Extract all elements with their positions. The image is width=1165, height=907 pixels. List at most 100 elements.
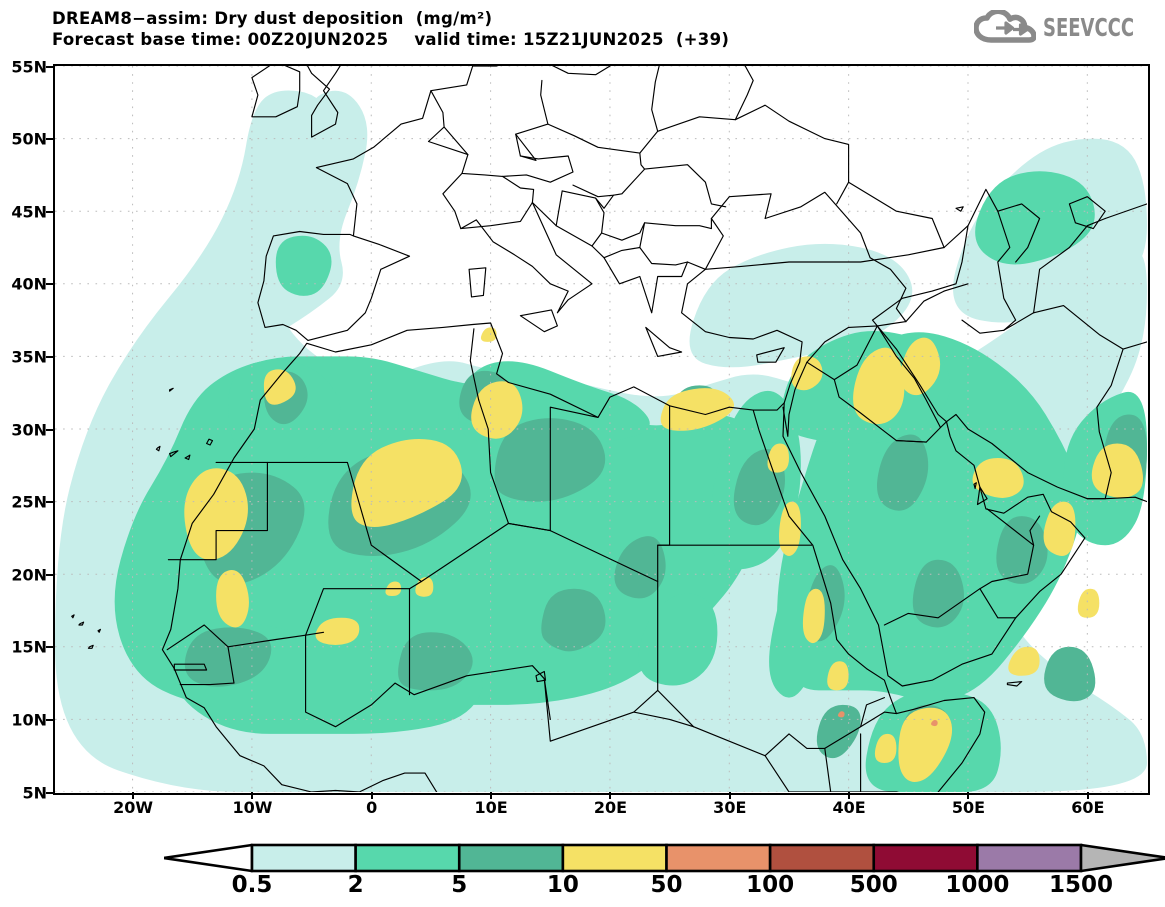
x-tick-mark [370, 792, 373, 799]
x-tick-mark [728, 792, 731, 799]
coastline [986, 508, 1035, 546]
colorbar-tick-label: 500 [849, 872, 898, 898]
colorbar-tick-label: 2 [347, 872, 364, 898]
country-outline [169, 450, 179, 458]
coastline [478, 399, 510, 524]
y-tick-label: 35N [11, 347, 47, 367]
dust-contour-region [263, 369, 296, 405]
coastline [806, 325, 878, 363]
y-tick-label: 45N [11, 202, 47, 222]
y-tick-mark [46, 283, 54, 286]
country-outline [169, 387, 174, 392]
dust-contour-region [1008, 646, 1040, 676]
country-outline [78, 621, 85, 626]
dust-contour-region [900, 337, 941, 396]
y-tick-mark [46, 501, 54, 504]
x-tick-mark [132, 792, 135, 799]
coastline [469, 328, 480, 401]
dust-contour-region [996, 516, 1048, 584]
y-tick-mark [46, 355, 54, 358]
country-outline [468, 267, 487, 298]
coastline [633, 711, 695, 728]
y-tick-mark [46, 718, 54, 721]
coastline [561, 190, 615, 209]
y-tick-label: 20N [11, 565, 47, 585]
x-tick-mark [251, 792, 254, 799]
dust-contour-region [972, 458, 1024, 498]
coastline [734, 66, 754, 121]
country-outline [306, 66, 341, 138]
x-tick-label: 20W [113, 798, 154, 817]
cloud-arrow-icon [974, 10, 1037, 43]
coastline [943, 225, 969, 249]
coastline [501, 175, 535, 204]
colorbar-swatches [164, 843, 1165, 873]
dust-deposition-map [55, 66, 1147, 792]
colorbar-band [457, 843, 565, 873]
colorbar-band [976, 843, 1083, 873]
coastline [427, 126, 469, 156]
dust-contour-region [874, 733, 897, 763]
coastline [311, 772, 438, 792]
dust-contour-region [232, 90, 368, 342]
y-tick-label: 25N [11, 492, 47, 512]
colorbar-band [250, 843, 357, 873]
colorbar-band [561, 843, 668, 873]
forecast-base-time: Forecast base time: 00Z20JUN2025 [52, 30, 389, 49]
y-tick-label: 50N [11, 129, 47, 149]
colorbar-band [665, 843, 772, 873]
country-outline [976, 486, 988, 506]
coastline [639, 104, 850, 205]
colorbar-over-arrow [1079, 843, 1165, 873]
dust-contour-region [1044, 646, 1096, 702]
coastline [161, 246, 945, 670]
dust-contour-region [975, 171, 1095, 265]
coastline [752, 409, 986, 792]
dust-contour-region [767, 443, 789, 473]
colorbar-tick-label: 0.5 [231, 872, 273, 898]
country-outline [71, 614, 75, 619]
coastline [644, 217, 712, 230]
dust-contour-region [541, 588, 606, 652]
dust-contour-region [638, 593, 718, 686]
colorbar-band [872, 843, 979, 873]
country-outline [87, 644, 94, 649]
dust-contour-region [802, 588, 825, 644]
dust-contour-region [398, 632, 473, 691]
dust-contour-region [898, 707, 953, 782]
y-tick-mark [46, 428, 54, 431]
dust-contour-region [275, 235, 332, 296]
coastline [173, 668, 313, 792]
colorbar-tick-label: 5 [451, 872, 468, 898]
x-tick-mark [967, 792, 970, 799]
colorbar-tick-label: 1000 [945, 872, 1010, 898]
y-tick-label: 30N [11, 420, 47, 439]
coastline [1003, 305, 1124, 350]
dust-contour-region [912, 559, 964, 628]
country-outline [206, 438, 214, 446]
coastline [639, 246, 689, 266]
y-tick-label: 5N [22, 783, 47, 802]
coastline-layer [71, 66, 1147, 792]
coastline [266, 461, 422, 583]
dust-contour-region [614, 536, 666, 599]
logo-text: SEEVCCC [1043, 12, 1135, 42]
dust-contour-region [837, 711, 845, 718]
y-tick-mark [46, 138, 54, 141]
coastline [305, 634, 551, 728]
map-panel: 5N 10N 15N 20N 25N 30N 35N 40N 45N 50N 55N 20W 10W 0 1… [11, 57, 1150, 817]
dust-contour-region [827, 661, 849, 691]
country-outline [955, 206, 964, 212]
coastline [782, 402, 1147, 687]
coastline [704, 191, 871, 270]
country-outline [155, 445, 161, 452]
y-tick-mark [46, 791, 54, 794]
colorbar-band [768, 843, 876, 873]
y-tick-mark [46, 65, 54, 68]
country-outline [535, 670, 547, 683]
country-outline [756, 347, 785, 363]
x-tick-mark [1086, 792, 1089, 799]
coastline [1033, 217, 1106, 314]
dust-contour-region [1091, 443, 1144, 498]
